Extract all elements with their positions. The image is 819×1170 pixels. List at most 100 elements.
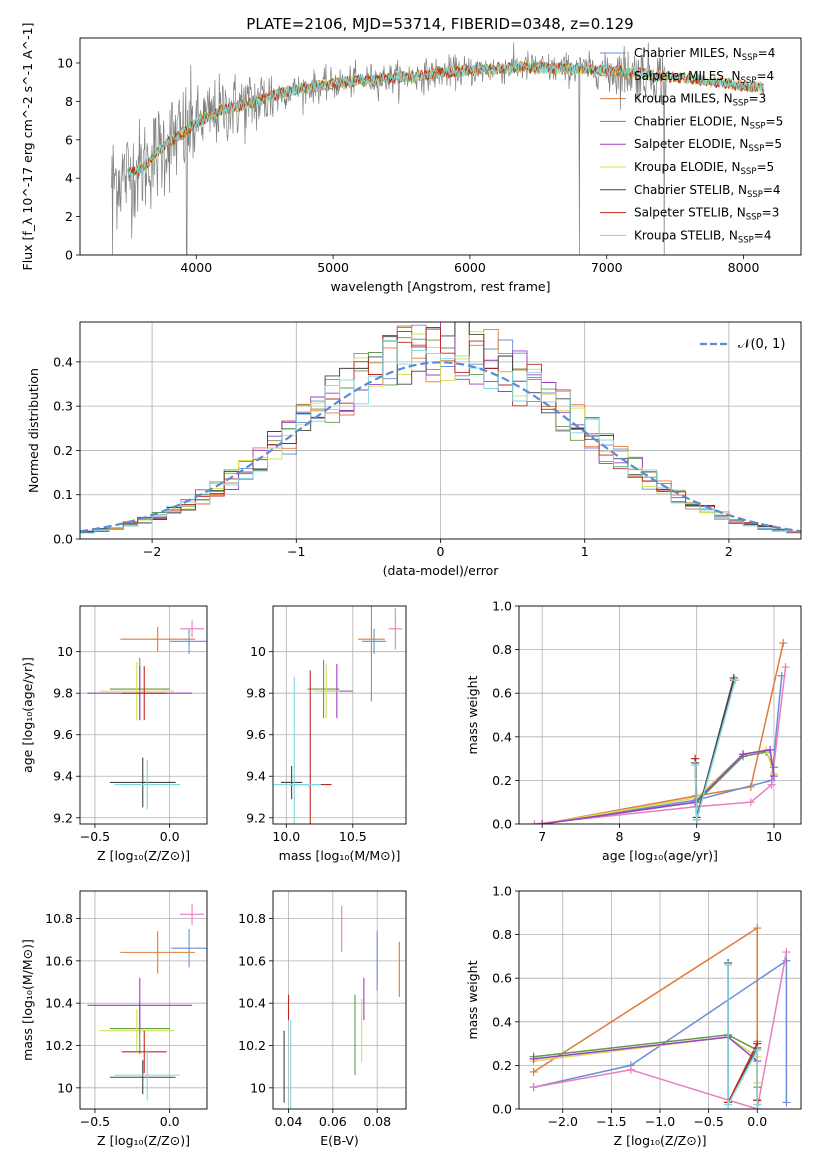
figure-title: PLATE=2106, MJD=53714, FIBERID=0348, z=0… bbox=[246, 15, 633, 33]
y-tick-label: 0.8 bbox=[492, 642, 512, 657]
x-tick-label: 4000 bbox=[180, 260, 212, 275]
y-tick-label: 0.2 bbox=[492, 773, 512, 788]
panel-age_vs_mass: 10.0 10.5 9.2 9.4 9.6 9.8 10 mass [log₁₀(M/M⊙)] bbox=[246, 605, 407, 863]
axes-frame bbox=[79, 890, 208, 1110]
y-tick-label: 9.4 bbox=[246, 769, 266, 784]
y-tick-label: 9.8 bbox=[246, 686, 266, 701]
x-tick-label: −0.5 bbox=[693, 1114, 723, 1129]
weight-marker-salpeter_elodie bbox=[769, 772, 778, 781]
y-tick-label: 10.2 bbox=[238, 1038, 266, 1053]
panel-age_vs_Z: −0.5 0.0 9.2 9.4 9.6 9.8 10 Z [log₁₀(Z/Z⊙)] age … bbox=[20, 605, 208, 863]
y-tick-label: 6 bbox=[65, 132, 73, 147]
y-tick-label: 0.8 bbox=[492, 927, 512, 942]
panel-weight_vs_age: 7 8 9 10 0.0 0.2 0.4 0.6 0.8 1.0 age [log₁₀(age/yr… bbox=[465, 599, 802, 863]
plot-area bbox=[80, 891, 207, 1109]
weight-line-chabrier_miles bbox=[533, 959, 788, 1103]
panel-mass_vs_ebv: 0.04 0.06 0.08 10 10.2 10.4 10.6 10.8 E(B-V) bbox=[238, 890, 407, 1148]
gaussian-curve bbox=[80, 361, 801, 533]
y-tick-label: 9.4 bbox=[53, 769, 73, 784]
y-tick-label: 0.3 bbox=[53, 399, 73, 414]
x-axis-label: wavelength [Angstrom, rest frame] bbox=[330, 279, 550, 294]
panel-weight_vs_Z: −2.0 −1.5 −1.0 −0.5 0.0 0.0 0.2 0.4 0.6 0.8 1.0 Z [… bbox=[465, 884, 802, 1148]
y-tick-label: 9.6 bbox=[246, 727, 266, 742]
weight-marker-kroupa_stelib bbox=[724, 1100, 733, 1109]
weight-line-chabrier_miles bbox=[542, 675, 783, 824]
axes-frame bbox=[518, 605, 802, 825]
weight-marker-salpeter_miles bbox=[753, 924, 762, 933]
y-tick-label: 9.6 bbox=[53, 727, 73, 742]
legend-label-kroupa_elodie: Kroupa ELODIE, NSSP=5 bbox=[634, 160, 774, 177]
x-tick-label: 10.0 bbox=[272, 829, 300, 844]
x-axis-label: mass [log₁₀(M/M⊙)] bbox=[279, 848, 401, 863]
axes-frame bbox=[79, 37, 802, 256]
plot-area bbox=[519, 891, 801, 1109]
plot-area bbox=[273, 891, 406, 1109]
x-tick-label: 9 bbox=[693, 829, 701, 844]
x-axis-label: Z [log₁₀(Z/Z⊙)] bbox=[97, 848, 190, 863]
weight-marker-pink bbox=[767, 780, 776, 789]
y-tick-label: 4 bbox=[65, 171, 73, 186]
y-tick-label: 10.8 bbox=[238, 911, 266, 926]
weight-marker-pink bbox=[529, 1083, 538, 1092]
x-tick-label: −2 bbox=[143, 544, 161, 559]
weight-marker-salpeter_elodie bbox=[529, 1054, 538, 1063]
plot-area bbox=[273, 606, 406, 824]
weight-marker-pink bbox=[781, 663, 790, 672]
y-tick-label: 0.4 bbox=[53, 354, 73, 369]
x-tick-label: 0.0 bbox=[160, 829, 180, 844]
x-tick-label: −0.5 bbox=[80, 829, 110, 844]
axes-frame bbox=[272, 605, 407, 825]
y-tick-label: 10.4 bbox=[238, 996, 266, 1011]
plot-area bbox=[80, 322, 801, 539]
panel-residuals: −2 −1 0 1 2 0.0 0.1 0.2 0.3 0.4 (data-model)/error… bbox=[26, 321, 802, 578]
x-axis-label: age [log₁₀(age/yr)] bbox=[602, 848, 718, 863]
legend-label-salpeter_elodie: Salpeter ELODIE, NSSP=5 bbox=[634, 137, 782, 154]
x-tick-label: 8 bbox=[615, 829, 623, 844]
y-tick-label: 10 bbox=[250, 1080, 266, 1095]
y-tick-label: 10.4 bbox=[45, 996, 73, 1011]
legend-label-chabrier_elodie: Chabrier ELODIE, NSSP=5 bbox=[634, 114, 783, 131]
plot-area bbox=[519, 606, 801, 824]
legend-label-kroupa_stelib: Kroupa STELIB, NSSP=4 bbox=[634, 228, 772, 245]
x-tick-label: 0 bbox=[437, 544, 445, 559]
y-tick-label: 0.0 bbox=[492, 1102, 512, 1117]
plot-area bbox=[80, 606, 207, 824]
axes-frame bbox=[79, 321, 802, 540]
x-tick-label: 10.5 bbox=[339, 829, 367, 844]
weight-marker-kroupa_stelib bbox=[753, 1046, 762, 1055]
x-tick-label: 10 bbox=[766, 829, 782, 844]
weight-marker-salpeter_miles bbox=[529, 1067, 538, 1076]
x-tick-label: −1 bbox=[287, 544, 305, 559]
x-tick-label: −1.5 bbox=[596, 1114, 626, 1129]
y-tick-label: 10 bbox=[250, 644, 266, 659]
x-tick-label: 0.06 bbox=[319, 1114, 347, 1129]
y-tick-label: 9.2 bbox=[53, 810, 73, 825]
weight-marker-pink bbox=[530, 820, 539, 824]
x-axis-label: Z [log₁₀(Z/Z⊙)] bbox=[97, 1133, 190, 1148]
y-tick-label: 10.6 bbox=[45, 953, 73, 968]
histogram-kroupa_stelib bbox=[80, 339, 801, 534]
model-spectrum-kroupa_stelib bbox=[127, 60, 765, 179]
x-tick-label: 5000 bbox=[317, 260, 349, 275]
weight-line-salpeter_miles bbox=[542, 642, 784, 824]
y-tick-label: 0.4 bbox=[492, 729, 512, 744]
weight-marker-pink bbox=[626, 1065, 635, 1074]
y-tick-label: 10 bbox=[57, 1080, 73, 1095]
y-tick-label: 9.8 bbox=[53, 686, 73, 701]
y-axis-label: age [log₁₀(age/yr)] bbox=[20, 657, 35, 773]
y-axis-label: mass weight bbox=[465, 675, 480, 754]
y-tick-label: 1.0 bbox=[492, 884, 512, 899]
x-tick-label: 0.0 bbox=[747, 1114, 767, 1129]
y-tick-label: 0.2 bbox=[53, 443, 73, 458]
y-tick-label: 0.1 bbox=[53, 487, 73, 502]
y-tick-label: 8 bbox=[65, 94, 73, 109]
weight-marker-kroupa_stelib bbox=[724, 961, 733, 970]
legend-label-salpeter_miles: Salpeter MILES, NSSP=4 bbox=[634, 69, 774, 86]
y-tick-label: 10.8 bbox=[45, 911, 73, 926]
weight-marker-kroupa_stelib bbox=[731, 676, 740, 685]
axes-frame bbox=[272, 890, 407, 1110]
x-tick-label: 7000 bbox=[591, 260, 623, 275]
